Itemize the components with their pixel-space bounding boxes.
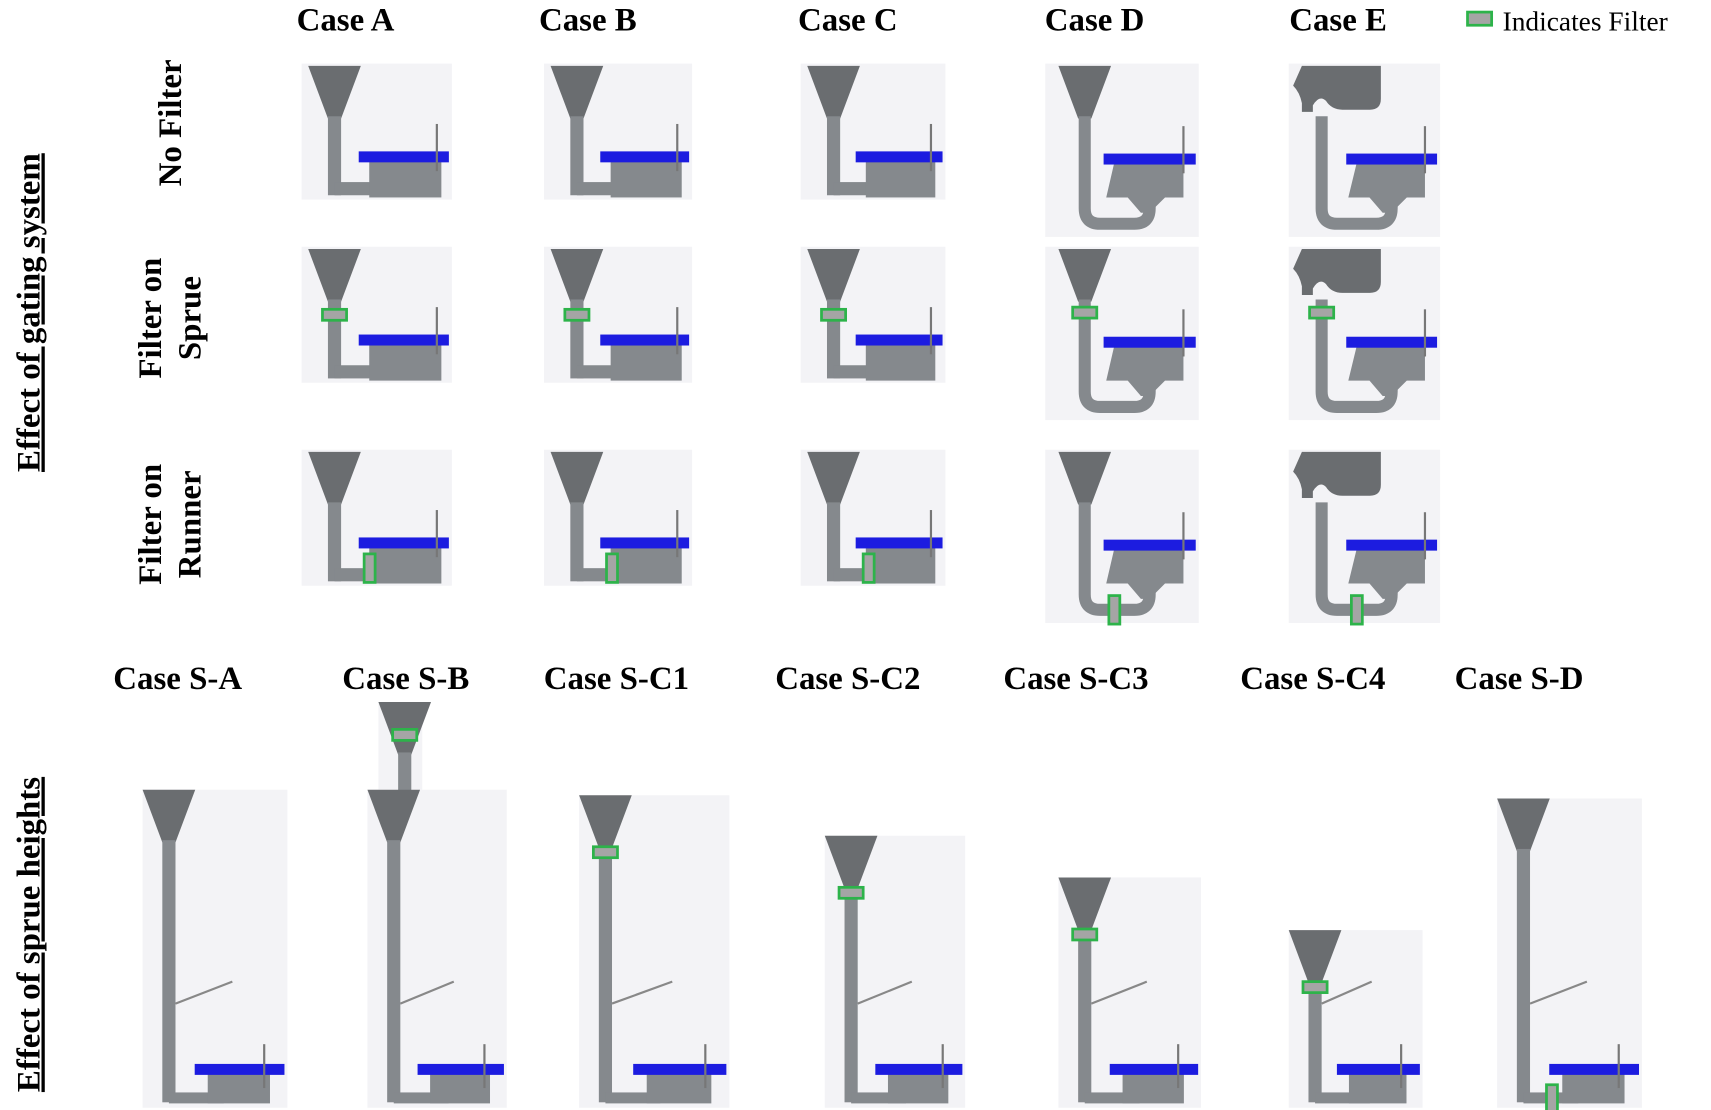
plate	[418, 1064, 504, 1075]
casting	[1349, 1073, 1407, 1104]
row-label: No Filter	[153, 59, 189, 186]
column-label: Case E	[1289, 3, 1387, 39]
sprue	[845, 886, 858, 1102]
column-label: Case S-C2	[775, 661, 920, 697]
sprue	[1078, 928, 1091, 1102]
column-label: Case B	[539, 3, 637, 39]
casting	[866, 343, 935, 380]
filter	[863, 554, 874, 583]
filter	[1351, 596, 1362, 625]
column-label: Case S-D	[1455, 661, 1584, 697]
filter	[607, 554, 618, 583]
section-title: Effect of gating system	[11, 153, 47, 472]
plate	[856, 151, 943, 162]
plate	[1346, 540, 1437, 551]
casting	[611, 546, 682, 583]
plate	[359, 151, 449, 162]
casting	[1562, 1073, 1624, 1104]
filter	[821, 309, 845, 320]
casting	[369, 546, 441, 583]
filter	[1303, 982, 1327, 993]
plate	[1337, 1064, 1420, 1075]
plate	[856, 335, 943, 346]
column-label: Case C	[798, 3, 898, 39]
page: {"legend": {"label": "Indicates Filter"}…	[0, 0, 1711, 1110]
filter	[1073, 307, 1097, 318]
sprue	[398, 752, 411, 791]
sprue	[387, 840, 400, 1102]
pouring-basin	[1293, 249, 1381, 295]
column-label: Case A	[297, 3, 395, 39]
column-label: Case S-A	[113, 661, 242, 697]
filter	[1310, 307, 1334, 318]
casting	[369, 160, 441, 197]
casting	[369, 343, 441, 380]
sprue	[162, 840, 175, 1102]
plate	[856, 537, 943, 548]
plate	[600, 335, 689, 346]
row-label: Filter on	[133, 258, 169, 379]
sprue	[599, 846, 612, 1103]
plate	[1104, 154, 1196, 165]
section-title: Effect of sprue heights	[11, 777, 47, 1092]
casting	[866, 160, 935, 197]
filter	[1073, 929, 1097, 940]
casting	[888, 1073, 948, 1104]
figure: Indicates Filter Effect of gating system…	[0, 0, 1711, 1110]
plate	[359, 537, 449, 548]
column-label: Case S-C4	[1240, 661, 1385, 697]
casting	[208, 1073, 270, 1104]
plate	[1549, 1064, 1639, 1075]
pouring-basin	[1293, 66, 1381, 112]
casting	[1123, 1073, 1184, 1104]
pouring-basin	[1293, 452, 1381, 498]
plate	[1104, 337, 1196, 348]
legend-label: Indicates Filter	[1503, 7, 1668, 37]
casting	[647, 1073, 712, 1104]
column-label: Case S-B	[342, 661, 469, 697]
filter	[1109, 596, 1120, 625]
casting	[611, 343, 682, 380]
filter	[839, 887, 863, 898]
column-label: Case S-C3	[1003, 661, 1148, 697]
plate	[1346, 154, 1437, 165]
legend-swatch	[1468, 12, 1492, 25]
casting	[866, 546, 935, 583]
plate	[1104, 540, 1196, 551]
plate	[875, 1064, 962, 1075]
row-label: Filter on	[133, 464, 169, 585]
filter	[364, 554, 375, 583]
plate	[1346, 337, 1437, 348]
row-label: Sprue	[173, 276, 209, 360]
filter	[593, 847, 617, 858]
plate	[600, 537, 689, 548]
casting	[611, 160, 682, 197]
column-label: Case D	[1045, 3, 1145, 39]
sprue	[1517, 849, 1530, 1102]
filter	[322, 309, 346, 320]
filter	[1546, 1085, 1557, 1110]
plate	[359, 335, 449, 346]
filter	[565, 309, 589, 320]
plate	[1110, 1064, 1198, 1075]
column-label: Case S-C1	[544, 661, 689, 697]
plate	[600, 151, 689, 162]
plate	[195, 1064, 285, 1075]
casting	[430, 1073, 490, 1104]
row-label: Runner	[173, 470, 209, 578]
sprue	[1308, 981, 1321, 1103]
filter	[393, 729, 417, 740]
plate	[633, 1064, 726, 1075]
